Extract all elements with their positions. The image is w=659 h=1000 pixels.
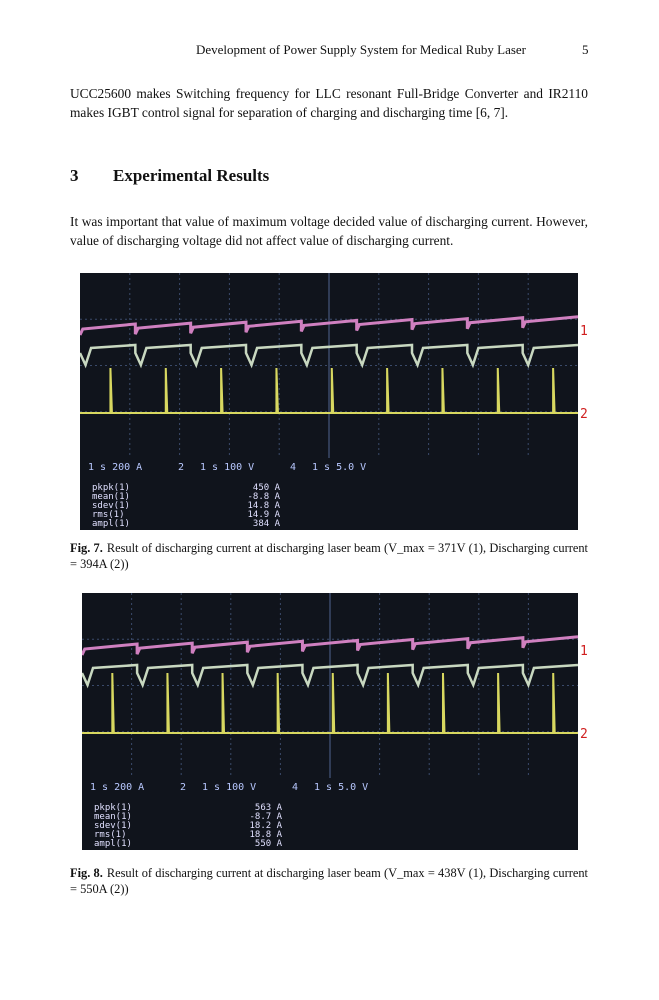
- caption-label: Fig. 8.: [70, 866, 103, 880]
- stat-name: sdev(1): [92, 501, 130, 511]
- channel-marker: 2: [580, 727, 588, 742]
- stat-value: 14.8 A: [247, 501, 280, 511]
- channel-marker: 1: [580, 324, 588, 339]
- trace-voltage: [82, 635, 579, 656]
- channel-setting: 1 s 200 A: [88, 462, 142, 473]
- stat-name: mean(1): [92, 492, 130, 502]
- stat-name: ampl(1): [92, 519, 130, 529]
- channel-setting: 1 s 5.0 V: [314, 782, 368, 793]
- stat-name: ampl(1): [94, 839, 132, 849]
- stat-value: -8.8 A: [247, 492, 280, 502]
- stat-name: pkpk(1): [92, 483, 130, 493]
- oscilloscope-image: 1 2 1 s 200 A 2 1 s 100 V 4 1 s 5.0 V pkpk(1) 45…: [80, 273, 588, 530]
- caption-label: Fig. 7.: [70, 541, 103, 555]
- trace-current: [82, 672, 578, 734]
- paragraph: UCC25600 makes Switching frequency for L…: [70, 86, 588, 120]
- stat-value: 14.9 A: [247, 510, 280, 520]
- section-heading: 3 Experimental Results: [70, 166, 269, 186]
- caption-text: Result of discharging current at dischar…: [70, 541, 588, 571]
- section-title: Experimental Results: [113, 166, 270, 185]
- stat-value: 563 A: [255, 803, 283, 813]
- stat-name: sdev(1): [94, 821, 132, 831]
- trace-charge: [82, 663, 579, 689]
- paragraph: It was important that value of maximum v…: [70, 214, 588, 248]
- channel-marker: 1: [580, 644, 588, 659]
- stat-name: mean(1): [94, 812, 132, 822]
- page-number: 5: [582, 42, 589, 57]
- running-title: Development of Power Supply System for M…: [196, 42, 526, 57]
- figure-caption: Fig. 7. Result of discharging current at …: [70, 540, 588, 572]
- channel-setting: 1 s 5.0 V: [312, 462, 366, 473]
- figure-caption: Fig. 8. Result of discharging current at …: [70, 865, 588, 897]
- stat-value: -8.7 A: [249, 812, 282, 822]
- channel-marker: 2: [580, 407, 588, 422]
- channel-setting: 1 s 100 V: [200, 462, 254, 473]
- stat-value: 384 A: [253, 519, 281, 529]
- caption-text: Result of discharging current at dischar…: [70, 866, 588, 896]
- stat-value: 450 A: [253, 483, 281, 493]
- channel-setting: 2: [178, 462, 184, 473]
- stat-value: 18.8 A: [249, 830, 282, 840]
- trace-charge: [80, 343, 579, 369]
- section-number: 3: [70, 166, 79, 185]
- channel-setting: 1 s 100 V: [202, 782, 256, 793]
- stat-name: rms(1): [92, 510, 125, 520]
- channel-setting: 4: [290, 462, 296, 473]
- channel-setting: 4: [292, 782, 298, 793]
- channel-setting: 1 s 200 A: [90, 782, 144, 793]
- stat-value: 550 A: [255, 839, 283, 849]
- channel-setting: 2: [180, 782, 186, 793]
- stat-name: rms(1): [94, 830, 127, 840]
- trace-voltage: [80, 315, 579, 336]
- stat-name: pkpk(1): [94, 803, 132, 813]
- oscilloscope-image: 1 2 1 s 200 A 2 1 s 100 V 4 1 s 5.0 V pkpk(1) 56…: [82, 593, 588, 850]
- stat-value: 18.2 A: [249, 821, 282, 831]
- trace-current: [80, 367, 578, 414]
